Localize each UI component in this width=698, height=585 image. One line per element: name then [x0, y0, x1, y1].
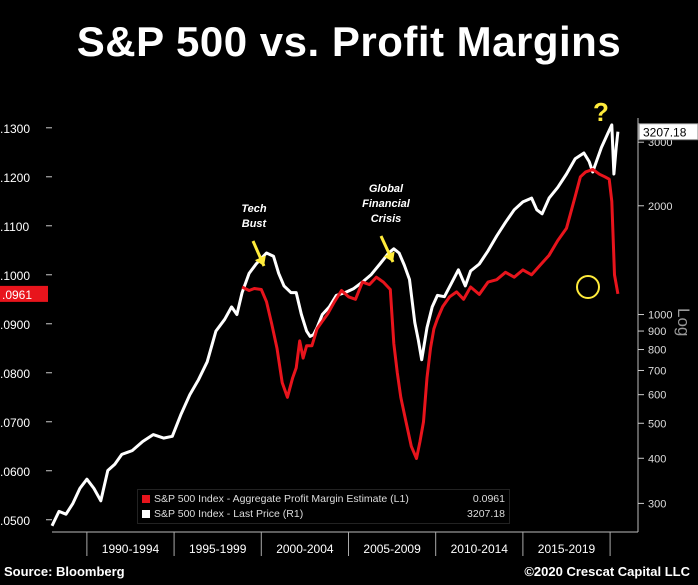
- right-tick-label: 700: [648, 365, 666, 377]
- legend-swatch-price: [142, 510, 150, 518]
- current-margin-label-bg: [0, 285, 48, 302]
- left-tick-label: .1300: [0, 122, 30, 136]
- left-tick-label: .0500: [0, 514, 30, 528]
- tech-bust-arrow-head: [254, 255, 266, 266]
- page-title: S&P 500 vs. Profit Margins: [76, 18, 622, 65]
- x-axis: 1990-1994 1995-1999 2000-2004 2005-2009 2010…: [86, 532, 611, 556]
- left-axis: .0500 .0600 .0700 .0800 .0900 .1000 .1100 .1200…: [0, 122, 52, 528]
- left-tick-label: .0700: [0, 416, 30, 430]
- annotation-arrows: [251, 235, 395, 267]
- right-axis-scale-label: Log: [674, 308, 693, 336]
- credit-label: ©2020 Crescat Capital LLC: [524, 564, 690, 579]
- right-tick-label: 500: [648, 418, 666, 430]
- gfc-line-1: Global: [368, 183, 404, 195]
- x-period-label: 1990-1994: [102, 542, 160, 556]
- right-tick-label: 2000: [648, 201, 672, 213]
- current-margin-circle: [576, 275, 600, 299]
- x-period-label: 1995-1999: [189, 542, 247, 556]
- legend-value-price: 3207.18: [467, 508, 505, 520]
- left-tick-label: .0600: [0, 465, 30, 479]
- legend-item-margin: S&P 500 Index - Aggregate Profit Margin …: [142, 492, 505, 506]
- right-tick-label: 1000: [648, 310, 672, 322]
- legend-value-margin: 0.0961: [472, 493, 505, 505]
- right-tick-label: 400: [648, 453, 666, 465]
- x-period-label: 2015-2019: [538, 542, 596, 556]
- x-period-label: 2000-2004: [276, 542, 334, 556]
- right-tick-label: 800: [648, 345, 666, 357]
- gfc-annotation: Global Financial Crisis: [353, 182, 419, 227]
- x-period-label: 2010-2014: [451, 542, 509, 556]
- left-tick-label: .0900: [0, 318, 30, 332]
- chart-legend: S&P 500 Index - Aggregate Profit Margin …: [137, 489, 510, 524]
- margin-series-line: [241, 167, 620, 460]
- right-tick-label: 600: [648, 390, 666, 402]
- legend-label-margin: S&P 500 Index - Aggregate Profit Margin …: [154, 493, 409, 505]
- current-price-label: 3207.18: [643, 126, 687, 140]
- legend-label-price: S&P 500 Index - Last Price (R1): [154, 508, 304, 520]
- left-tick-label: .0800: [0, 367, 30, 381]
- tech-bust-annotation: Tech Bust: [232, 202, 276, 232]
- left-tick-label: .1100: [0, 220, 29, 234]
- tech-bust-line-2: Bust: [241, 218, 267, 230]
- left-tick-label: .1000: [0, 269, 30, 283]
- left-tick-label: .1200: [0, 171, 30, 185]
- price-series-line: [50, 123, 620, 527]
- gfc-line-2: Financial: [362, 198, 410, 210]
- gfc-arrow-head: [383, 251, 395, 262]
- question-mark-annotation: ?: [593, 97, 609, 127]
- gfc-line-3: Crisis: [370, 213, 402, 225]
- legend-item-price: S&P 500 Index - Last Price (R1) 3207.18: [142, 507, 505, 521]
- current-value-labels: .0961 3207.18: [0, 123, 698, 302]
- current-price-label-bg: [638, 123, 698, 141]
- source-label: Source: Bloomberg: [4, 564, 125, 579]
- legend-swatch-margin: [142, 495, 150, 503]
- current-margin-label: .0961: [2, 288, 32, 302]
- tech-bust-line-1: Tech: [241, 203, 267, 215]
- right-tick-label: 300: [648, 498, 666, 510]
- x-period-label: 2005-2009: [363, 542, 421, 556]
- right-tick-label: 900: [648, 326, 666, 338]
